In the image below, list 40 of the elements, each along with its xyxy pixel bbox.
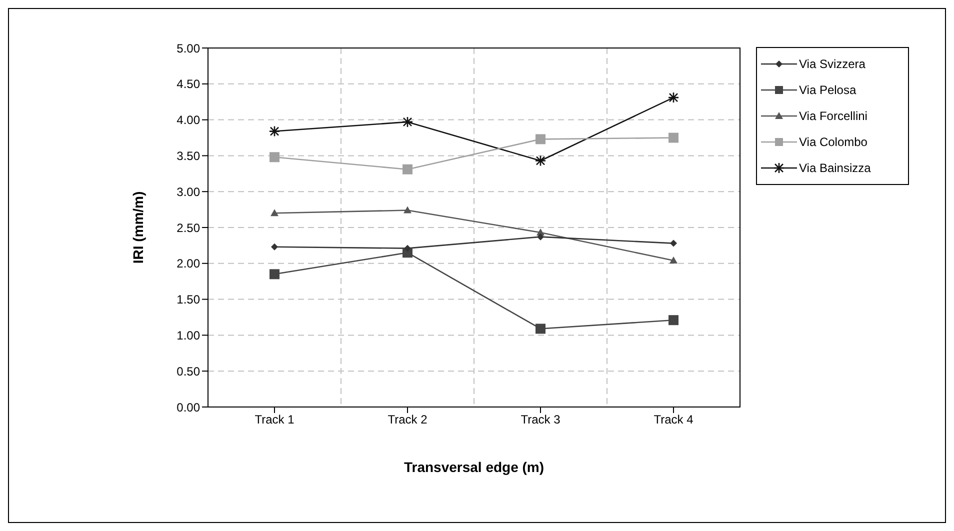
y-tick-label: 4.00 [176, 113, 200, 128]
point [270, 209, 278, 216]
point [534, 155, 546, 166]
y-tick-label: 1.50 [176, 292, 200, 307]
legend-label: Via Svizzera [799, 57, 866, 71]
point [668, 92, 680, 104]
legend-label: Via Forcellini [799, 109, 868, 123]
legend-label: Via Bainsizza [799, 161, 871, 175]
point [537, 233, 544, 240]
point [402, 164, 412, 174]
point [402, 116, 414, 128]
y-tick-label: 2.50 [176, 220, 200, 235]
point [670, 256, 678, 264]
y-tick-label: 5.00 [176, 41, 200, 56]
y-tick-label: 3.50 [176, 148, 200, 163]
legend-label: Via Pelosa [799, 83, 856, 97]
x-tick-label: Track 2 [388, 412, 428, 427]
y-tick-label: 2.00 [176, 256, 200, 271]
point [404, 206, 412, 214]
y-tick-label: 3.00 [176, 184, 200, 199]
point [271, 243, 278, 250]
x-tick-label: Track 1 [254, 412, 295, 427]
x-tick-label: Track 4 [654, 412, 694, 427]
point [270, 152, 280, 162]
point [668, 315, 678, 326]
point [268, 126, 280, 137]
y-tick-label: 1.00 [176, 328, 200, 342]
point [670, 240, 677, 247]
y-tick-label: 4.50 [176, 77, 200, 92]
x-tick-label: Track 3 [520, 412, 561, 427]
point [270, 269, 280, 280]
legend-label: Via Colombo [799, 135, 868, 149]
point [536, 134, 546, 144]
x-axis-title: Transversal edge (m) [404, 459, 544, 475]
point [404, 244, 411, 252]
y-axis-title: IRI (mm/m) [130, 191, 146, 264]
y-tick-label: 0.00 [176, 400, 200, 414]
y-tick-label: 0.50 [176, 364, 200, 378]
point [536, 324, 546, 334]
point [668, 132, 678, 143]
